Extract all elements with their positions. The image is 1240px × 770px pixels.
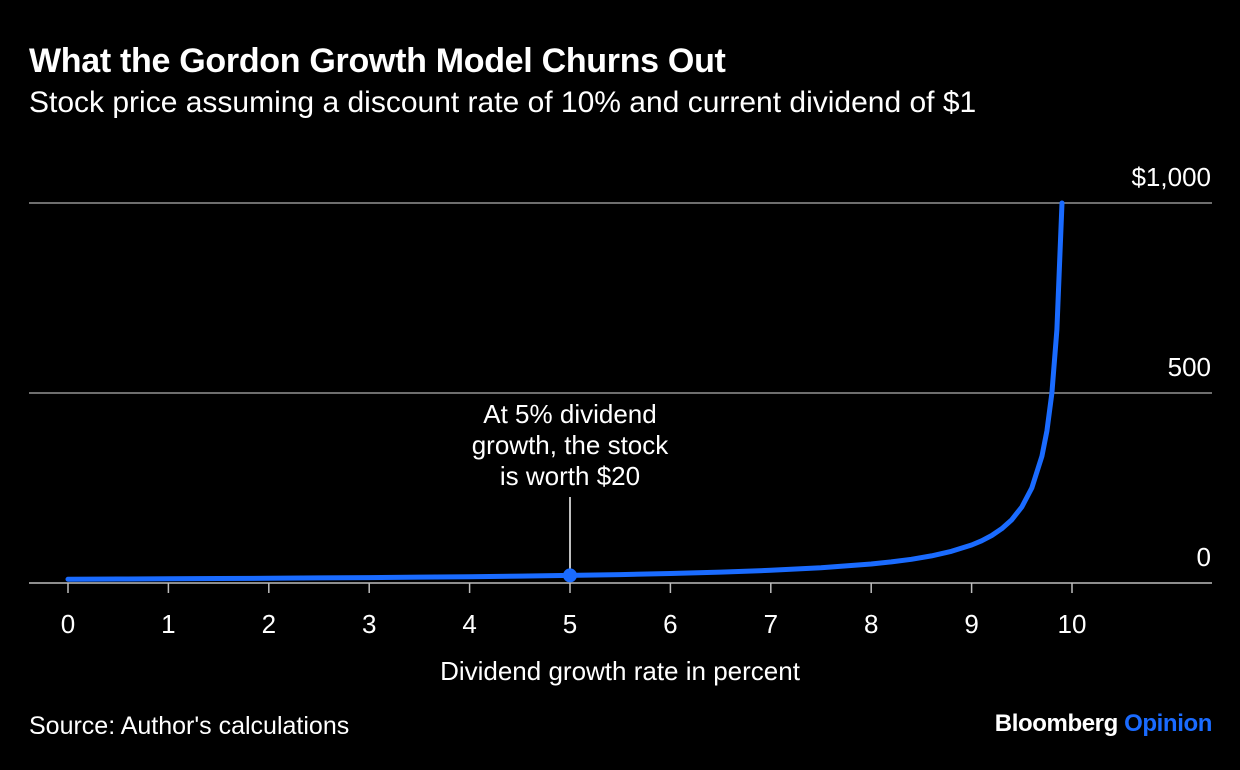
x-tick-label: 6 [663,609,677,639]
chart-title: What the Gordon Growth Model Churns Out [29,42,726,80]
x-tick-label: 9 [964,609,978,639]
brand-accent: Opinion [1124,710,1212,737]
x-axis-title: Dividend growth rate in percent [440,656,801,686]
x-tick-label: 7 [764,609,778,639]
x-tick-label: 0 [61,609,75,639]
annotation-point [563,568,577,583]
x-tick-label: 1 [161,609,175,639]
x-tick-label: 5 [563,609,577,639]
annotation-text: At 5% dividend growth, the stock is worth … [472,399,670,491]
annotation-line: is worth $20 [500,461,640,491]
x-tick-label: 2 [262,609,276,639]
source-note: Source: Author's calculations [29,712,350,740]
x-tick-label: 10 [1058,609,1087,639]
x-tick-label: 8 [864,609,878,639]
annotation-line: growth, the stock [472,430,670,460]
x-tick-label: 3 [362,609,376,639]
y-tick-label: 0 [1197,542,1211,572]
y-tick-label: 500 [1168,352,1211,382]
x-tick-label: 4 [462,609,476,639]
annotation-line: At 5% dividend [483,399,656,429]
y-tick-label: $1,000 [1131,162,1211,192]
brand-main: Bloomberg [994,710,1118,737]
series-line [65,200,1065,582]
brand-logo: Bloomberg Opinion [994,710,1213,738]
chart-subtitle: Stock price assuming a discount rate of … [29,86,977,119]
